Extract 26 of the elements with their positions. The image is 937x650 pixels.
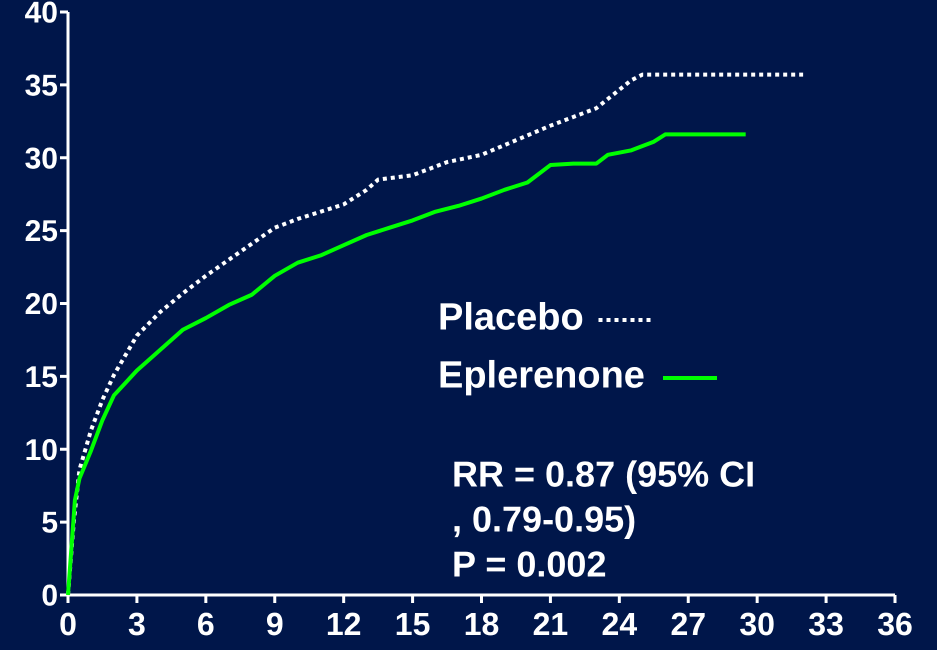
x-tick-label: 21 [532,606,568,642]
y-tick-label: 40 [24,0,58,30]
annotation: P = 0.002 [452,544,606,585]
x-tick-label: 6 [196,606,215,642]
x-tick-label: 30 [739,606,775,642]
y-tick-label: 10 [24,434,58,467]
y-tick-label: 15 [24,360,58,394]
x-tick-label: 36 [877,606,913,642]
y-tick-label: 5 [41,506,58,540]
x-tick-label: 9 [266,606,284,642]
y-tick-label: 20 [24,288,58,321]
annotation: , 0.79-0.95) [452,498,636,540]
y-tick-label: 25 [24,215,58,248]
x-tick-label: 33 [808,606,844,642]
x-tick-label: 12 [326,606,362,642]
x-tick-label: 15 [394,606,430,642]
legend-label: Eplerenone [438,354,645,396]
y-tick-label: 35 [24,69,58,102]
legend-label: Placebo [438,296,584,338]
x-tick-label: 18 [464,606,500,642]
x-tick-label: 24 [602,606,638,642]
x-tick-label: 27 [670,606,706,642]
annotation: RR = 0.87 (95% CI [452,454,756,495]
y-tick-label: 0 [41,580,58,612]
x-tick-label: 3 [128,606,146,642]
y-tick-label: 30 [24,142,58,176]
